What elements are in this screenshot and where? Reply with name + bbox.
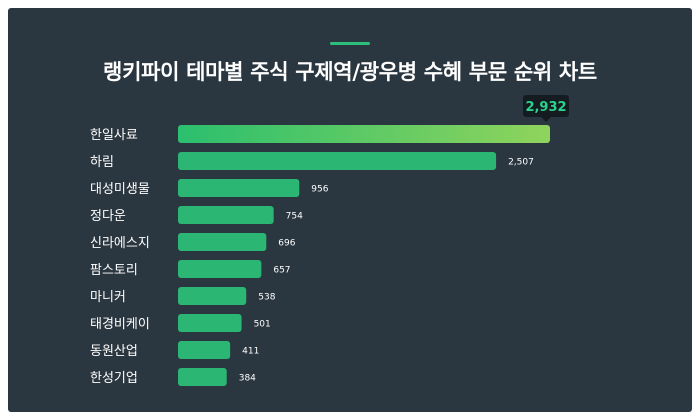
bar (178, 206, 274, 224)
category-label: 팜스토리 (90, 263, 138, 278)
category-label: 대성미생물 (90, 182, 150, 197)
category-label: 한일사료 (90, 128, 138, 143)
bar (178, 233, 267, 251)
chart-panel (8, 8, 692, 412)
bar (178, 179, 300, 197)
title-accent-line (330, 42, 370, 45)
chart-title: 랭키파이 테마별 주식 구제역/광우병 수혜 부문 순위 차트 (103, 60, 597, 84)
value-label: 956 (311, 185, 328, 195)
bar (178, 152, 497, 170)
tooltip-pointer (541, 117, 551, 122)
category-label: 동원산업 (90, 344, 138, 359)
category-label: 정다운 (90, 209, 126, 224)
category-label: 한성기업 (90, 371, 138, 386)
value-label: 2,507 (508, 158, 534, 168)
value-label: 657 (273, 266, 290, 276)
value-label: 384 (239, 374, 256, 384)
value-label: 411 (242, 347, 259, 357)
category-label: 하림 (90, 155, 114, 170)
bar (178, 368, 227, 386)
value-label: 754 (286, 212, 303, 222)
bar (178, 314, 242, 332)
bar (178, 125, 550, 143)
value-label: 696 (278, 239, 295, 249)
bar (178, 287, 247, 305)
value-label: 538 (258, 293, 275, 303)
bar (178, 260, 262, 278)
category-label: 신라에스지 (90, 236, 150, 251)
value-tooltip (523, 95, 569, 117)
value-label: 501 (254, 320, 271, 330)
category-label: 마니커 (90, 290, 126, 305)
value-label: 2,932 (525, 100, 566, 115)
category-label: 태경비케이 (90, 317, 150, 332)
bar (178, 341, 231, 359)
